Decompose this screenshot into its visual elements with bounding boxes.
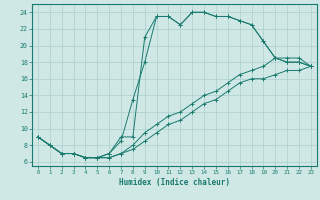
X-axis label: Humidex (Indice chaleur): Humidex (Indice chaleur) (119, 178, 230, 187)
